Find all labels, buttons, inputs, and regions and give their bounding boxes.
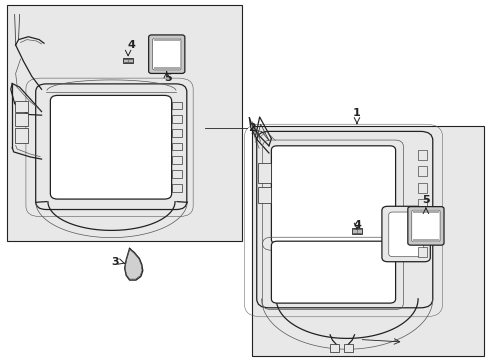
FancyBboxPatch shape — [152, 39, 181, 70]
Bar — [153, 67, 180, 71]
Bar — [412, 239, 438, 242]
Bar — [351, 228, 362, 234]
Bar — [15, 128, 28, 143]
FancyBboxPatch shape — [50, 95, 171, 199]
Bar — [412, 210, 438, 213]
Bar — [172, 115, 182, 123]
Bar — [417, 215, 426, 225]
Bar — [417, 166, 426, 176]
FancyBboxPatch shape — [271, 241, 395, 303]
Bar — [172, 170, 182, 178]
Bar — [417, 247, 426, 257]
Bar — [7, 5, 242, 241]
FancyBboxPatch shape — [407, 207, 443, 245]
FancyBboxPatch shape — [148, 35, 184, 73]
Bar — [417, 183, 426, 193]
Text: 3: 3 — [111, 257, 119, 267]
Bar — [343, 344, 352, 352]
Bar — [257, 187, 271, 203]
Bar — [417, 231, 426, 241]
Text: 1: 1 — [352, 108, 360, 118]
Polygon shape — [124, 248, 142, 280]
Bar — [251, 126, 483, 356]
Bar — [172, 184, 182, 192]
FancyBboxPatch shape — [381, 206, 429, 262]
Bar — [15, 113, 28, 126]
Bar — [153, 38, 180, 41]
Bar — [172, 143, 182, 150]
FancyBboxPatch shape — [271, 146, 395, 244]
Bar — [417, 199, 426, 209]
FancyBboxPatch shape — [411, 210, 439, 242]
FancyBboxPatch shape — [36, 84, 186, 210]
Text: 2: 2 — [248, 123, 256, 133]
Text: 4: 4 — [127, 40, 135, 50]
Bar — [257, 163, 271, 183]
Bar — [417, 150, 426, 160]
Bar — [329, 344, 338, 352]
Text: 5: 5 — [163, 73, 171, 83]
FancyBboxPatch shape — [388, 212, 423, 257]
Bar — [172, 102, 182, 109]
Bar — [172, 129, 182, 137]
Bar — [15, 101, 28, 112]
Text: 5: 5 — [422, 195, 429, 205]
Bar — [172, 156, 182, 164]
Bar — [122, 58, 133, 63]
FancyBboxPatch shape — [256, 131, 432, 308]
Text: 4: 4 — [352, 220, 360, 230]
